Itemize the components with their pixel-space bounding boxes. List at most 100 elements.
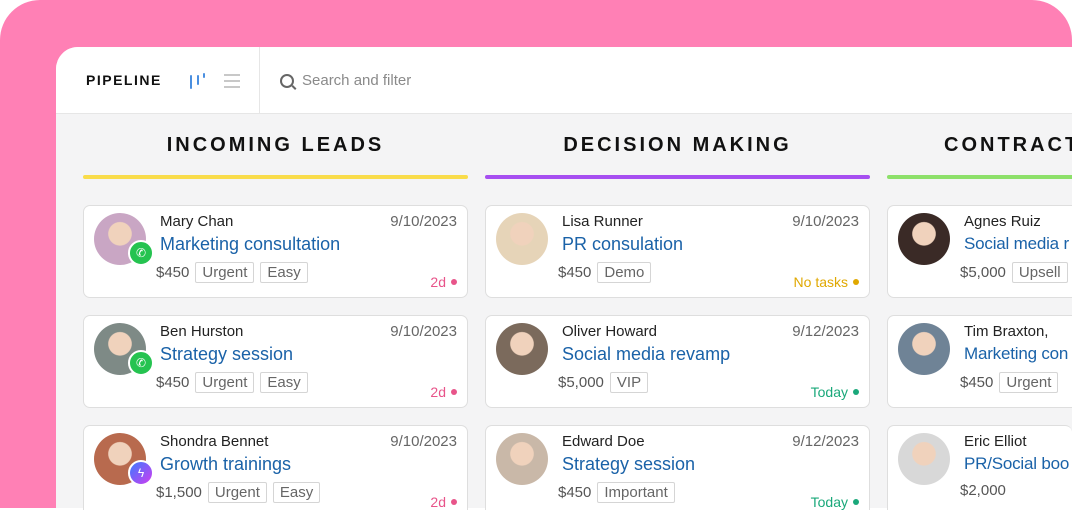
status-dot: [853, 499, 859, 505]
deal-card[interactable]: ✆ Mary Chan 9/10/2023 Marketing consulta…: [83, 205, 468, 298]
deal-meta: $2,000: [960, 482, 1006, 499]
task-status: No tasks: [794, 274, 859, 290]
deal-price: $450: [156, 374, 190, 391]
deal-title[interactable]: Growth trainings: [160, 454, 292, 474]
status-text: 2d: [430, 384, 446, 400]
deal-date: 9/10/2023: [390, 213, 457, 230]
column-color-bar: [887, 175, 1072, 179]
status-dot: [451, 279, 457, 285]
deal-price: $5,000: [558, 374, 604, 391]
tag[interactable]: Urgent: [195, 372, 255, 393]
tag[interactable]: Upsell: [1011, 262, 1068, 283]
deal-card[interactable]: Oliver Howard 9/12/2023 Social media rev…: [485, 315, 870, 408]
task-status: Today: [811, 384, 859, 400]
deal-title[interactable]: PR/Social boo: [964, 454, 1070, 473]
page-title: PIPELINE: [86, 72, 162, 88]
deal-title[interactable]: Social media r: [964, 234, 1069, 253]
contact-name: Agnes Ruiz: [964, 213, 1041, 230]
messenger-icon: ϟ: [128, 460, 154, 486]
deal-price: $450: [558, 484, 592, 501]
kanban-icon[interactable]: [188, 73, 206, 89]
avatar: [496, 433, 548, 485]
avatar: [898, 323, 950, 375]
deal-title[interactable]: Social media revamp: [562, 344, 731, 364]
tag[interactable]: VIP: [609, 372, 649, 393]
avatar: [898, 433, 950, 485]
deal-date: 9/12/2023: [792, 433, 859, 450]
deal-title[interactable]: Marketing consultation: [160, 234, 341, 254]
task-status: Today: [811, 494, 859, 510]
deal-date: 9/10/2023: [390, 323, 457, 340]
deal-meta: $450 Urgent Easy: [156, 372, 308, 393]
tag[interactable]: Easy: [260, 372, 308, 393]
deal-card[interactable]: Edward Doe 9/12/2023 Strategy session $4…: [485, 425, 870, 510]
contact-name: Tim Braxton,: [964, 323, 1049, 340]
tag[interactable]: Easy: [260, 262, 308, 283]
contact-name: Ben Hurston: [160, 323, 244, 340]
tag[interactable]: Urgent: [999, 372, 1059, 393]
status-dot: [451, 499, 457, 505]
status-text: 2d: [430, 494, 446, 510]
task-status: 2d: [430, 494, 457, 510]
contact-name: Edward Doe: [562, 433, 645, 450]
tag[interactable]: Urgent: [195, 262, 255, 283]
deal-title[interactable]: PR consulation: [562, 234, 684, 254]
deal-title[interactable]: Strategy session: [562, 454, 696, 474]
status-text: Today: [810, 494, 848, 510]
column-2: CONTRACT Agnes Ruiz Social media r $5,00…: [887, 114, 1072, 510]
deal-meta: $5,000 Upsell: [960, 262, 1068, 283]
column-color-bar: [83, 175, 468, 179]
column-title: DECISION MAKING: [563, 134, 792, 156]
column-color-bar: [485, 175, 870, 179]
status-dot: [853, 279, 859, 285]
contact-name: Shondra Bennet: [160, 433, 269, 450]
search-icon: [280, 73, 294, 88]
avatar: [496, 213, 548, 265]
deal-card[interactable]: Lisa Runner 9/10/2023 PR consulation $45…: [485, 205, 870, 298]
deal-price: $450: [156, 264, 190, 281]
status-dot: [451, 389, 457, 395]
task-status: 2d: [430, 384, 457, 400]
task-status: 2d: [430, 274, 457, 290]
deal-card[interactable]: Eric Elliot PR/Social boo $2,000: [887, 425, 1072, 510]
column-1: DECISION MAKING Lisa Runner 9/10/2023 PR…: [485, 114, 870, 510]
deal-meta: $5,000 VIP: [558, 372, 649, 393]
avatar: [898, 213, 950, 265]
deal-price: $5,000: [960, 264, 1006, 281]
status-dot: [853, 389, 859, 395]
status-text: No tasks: [793, 274, 848, 290]
deal-card[interactable]: Tim Braxton, Marketing con $450 Urgent: [887, 315, 1072, 408]
status-text: 2d: [430, 274, 446, 290]
deal-title[interactable]: Strategy session: [160, 344, 294, 364]
deal-price: $2,000: [960, 482, 1006, 499]
deal-meta: $450 Demo: [558, 262, 652, 283]
contact-name: Eric Elliot: [964, 433, 1027, 450]
column-0: INCOMING LEADS ✆ Mary Chan 9/10/2023 Mar…: [83, 114, 468, 510]
search-placeholder: Search and filter: [302, 72, 412, 89]
tag[interactable]: Important: [597, 482, 675, 503]
avatar: [496, 323, 548, 375]
deal-price: $1,500: [156, 484, 202, 501]
list-icon[interactable]: [224, 74, 240, 88]
tag[interactable]: Demo: [597, 262, 652, 283]
contact-name: Oliver Howard: [562, 323, 658, 340]
contact-name: Mary Chan: [160, 213, 234, 230]
divider: [259, 47, 260, 114]
deal-price: $450: [558, 264, 592, 281]
tag[interactable]: Urgent: [207, 482, 267, 503]
deal-date: 9/10/2023: [792, 213, 859, 230]
whatsapp-icon: ✆: [128, 240, 154, 266]
deal-date: 9/12/2023: [792, 323, 859, 340]
header: PIPELINE Search and filter: [56, 47, 1072, 114]
search-input[interactable]: Search and filter: [280, 72, 411, 89]
contact-name: Lisa Runner: [562, 213, 643, 230]
tag[interactable]: Easy: [272, 482, 321, 503]
deal-card[interactable]: ϟ Shondra Bennet 9/10/2023 Growth traini…: [83, 425, 468, 510]
column-title: INCOMING LEADS: [166, 134, 385, 156]
deal-card[interactable]: Agnes Ruiz Social media r $5,000 Upsell: [887, 205, 1072, 298]
status-text: Today: [810, 384, 848, 400]
deal-card[interactable]: ✆ Ben Hurston 9/10/2023 Strategy session…: [83, 315, 468, 408]
deal-meta: $450 Urgent: [960, 372, 1059, 393]
deal-date: 9/10/2023: [390, 433, 457, 450]
deal-title[interactable]: Marketing con: [964, 344, 1069, 363]
